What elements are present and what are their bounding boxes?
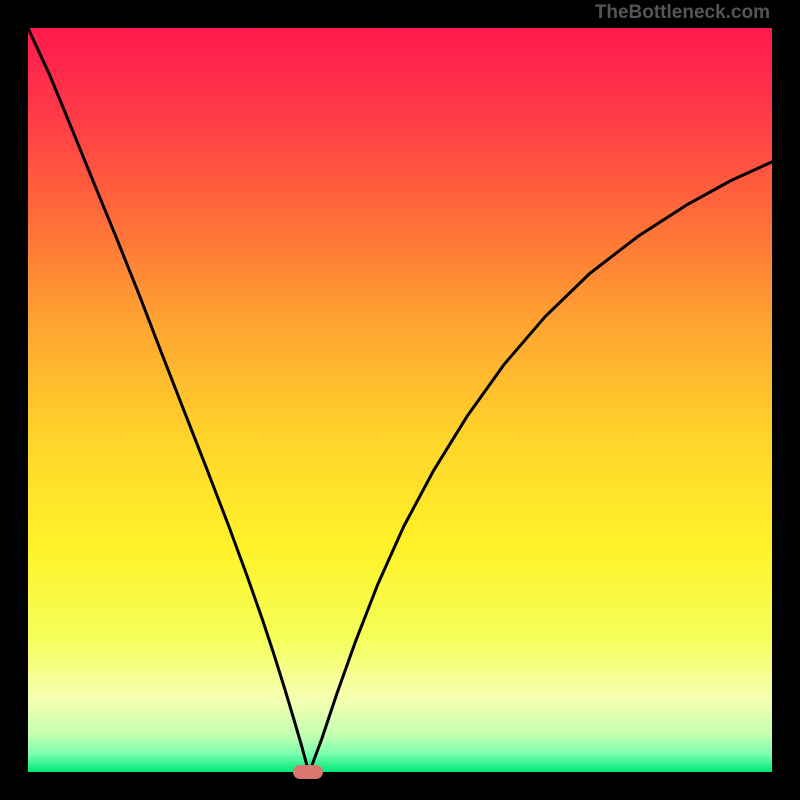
optimum-marker (293, 765, 323, 779)
bottleneck-curve (28, 28, 772, 772)
plot-area (28, 28, 772, 772)
watermark-text: TheBottleneck.com (595, 2, 770, 24)
bottleneck-chart: TheBottleneck.com (0, 0, 800, 800)
